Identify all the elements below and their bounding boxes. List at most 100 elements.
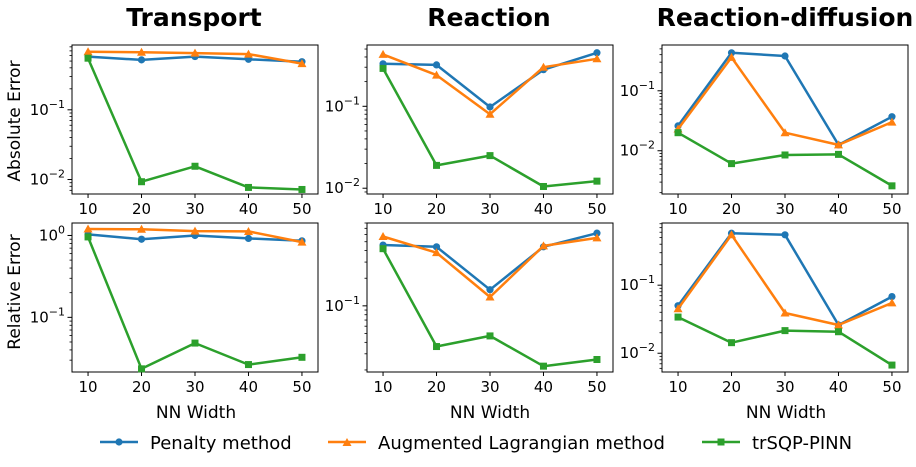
panel-3-y-tick-label: 10−2 [620,139,655,160]
x-axis-label-col-3: NN Width [746,403,826,423]
panel-3-point-trsqp-pinn [674,129,682,137]
panel-1-point-trsqp-pinn [84,54,92,62]
panel-5-line-trsqp-pinn [381,248,598,368]
panel-2-point-trsqp-pinn [379,64,387,72]
panel-3-point-trsqp-pinn [728,160,736,168]
panel-1-point-trsqp-pinn [138,178,146,186]
panel-6-x-tick-label: 10 [668,378,687,396]
panel-6-point-penalty-method [781,231,789,239]
panel-3-point-penalty-method [781,52,789,60]
panel-4-point-augmented-lagrangian [243,226,253,235]
panel-3-x-tick-label: 10 [668,200,687,218]
panel-4-x-tick-label: 40 [239,378,258,396]
panel-4-point-trsqp-pinn [191,339,199,347]
panel-5-point-augmented-lagrangian [432,248,442,257]
panel-1-point-augmented-lagrangian [83,47,93,56]
column-title-reaction-diffusion: Reaction-diffusion [657,3,914,32]
panel-2-x-tick-label: 30 [480,200,499,218]
panel-6-point-augmented-lagrangian [727,230,737,239]
panel-4-point-augmented-lagrangian [83,224,93,233]
panel-6-point-augmented-lagrangian [887,298,897,307]
x-axis-label-col-2: NN Width [450,403,530,423]
panel-5-x-tick-label: 20 [427,378,446,396]
panel-6-point-augmented-lagrangian [673,304,683,313]
panel-2-line-penalty-method [382,51,598,109]
panel-4-point-penalty-method [244,234,253,243]
panel-5-x-tick-label: 50 [587,378,606,396]
panel-1-point-penalty-method [137,56,146,64]
panel-5-point-trsqp-pinn [593,356,601,364]
panel-2-point-penalty-method [486,103,494,111]
panel-1-point-augmented-lagrangian [137,47,147,56]
panel-5-point-augmented-lagrangian [378,232,388,241]
panel-3-x-tick-label: 20 [722,200,741,218]
panel-4-point-augmented-lagrangian [190,226,200,235]
panel-1-x-tick-label: 20 [132,200,151,218]
panel-2-point-augmented-lagrangian [432,70,442,79]
panel-5-point-penalty-method [593,229,601,237]
panel-2: 10 20 30 40 50 10−1 10−2 [325,44,614,218]
panel-2-point-trsqp-pinn [593,177,601,185]
legend: Penalty method Augmented Lagrangian meth… [100,433,852,454]
legend-marker-penalty-method [115,438,123,446]
panel-2-point-trsqp-pinn [486,152,494,160]
panel-2-x-tick-label: 10 [373,200,392,218]
panel-4-point-augmented-lagrangian [297,237,307,246]
panel-4-line-trsqp-pinn [86,236,303,371]
panel-1-point-augmented-lagrangian [243,49,253,58]
panel-1-line-trsqp-pinn [86,57,303,191]
panel-2-y-tick-label: 10−2 [325,176,360,197]
panel-4: 10 20 30 40 50 100 10−1 [30,222,319,396]
panel-2-x-tick-label: 20 [427,200,446,218]
panel-5-point-penalty-method [432,243,441,251]
x-axis-label-col-1: NN Width [156,403,236,423]
panel-6-point-trsqp-pinn [888,361,896,369]
panel-3: 10 20 30 40 50 10−1 10−2 [620,44,909,218]
panel-4-x-tick-label: 30 [185,378,204,396]
panel-2-point-trsqp-pinn [433,161,441,169]
panel-3-point-augmented-lagrangian [780,128,790,137]
panel-4-x-tick-label: 10 [78,378,97,396]
chart-panels: 10 20 30 40 50 10−1 10−2 10 20 30 40 50 10−1 10−2 10 20… [30,44,909,396]
panel-5-x-tick-label: 10 [373,378,392,396]
panel-2-point-augmented-lagrangian [538,62,548,71]
panel-6: 10 20 30 40 50 10−1 10−2 [620,222,909,396]
legend-item-penalty-method: Penalty method [100,433,292,454]
panel-1-y-tick-label: 10−2 [30,168,65,189]
panel-3-point-penalty-method [727,49,736,57]
panel-1-x-tick-label: 40 [239,200,258,218]
row-ylabel-relative-error: Relative Error [5,234,25,349]
panel-3-x-tick-label: 30 [775,200,794,218]
panel-3-point-augmented-lagrangian [833,140,843,149]
panel-3-point-augmented-lagrangian [727,52,737,61]
panel-3-line-trsqp-pinn [677,131,893,187]
panel-5-point-penalty-method [486,286,494,294]
panel-6-y-tick-label: 10−2 [620,341,655,362]
panel-6-x-tick-label: 40 [829,378,848,396]
panel-1-y-tick-label: 10−1 [30,98,65,119]
panel-2-x-tick-label: 50 [587,200,606,218]
panel-3-x-tick-label: 40 [829,200,848,218]
panel-1-x-tick-label: 50 [292,200,311,218]
panel-4-point-trsqp-pinn [244,361,252,369]
panel-2-y-tick-label: 10−1 [325,94,360,115]
panel-1-x-tick-label: 10 [78,200,97,218]
panel-4-point-penalty-method [137,235,146,243]
legend-marker-trsqp-pinn [717,438,725,446]
panel-6-point-trsqp-pinn [834,328,842,336]
column-title-reaction: Reaction [427,3,550,32]
panel-3-x-tick-label: 50 [882,200,901,218]
panel-2-line-trsqp-pinn [381,67,598,188]
panel-3-point-augmented-lagrangian [887,117,897,126]
panel-4-y-tick-label: 10−1 [30,305,65,326]
panel-2-point-augmented-lagrangian [378,49,388,58]
panel-3-point-trsqp-pinn [888,182,896,190]
panel-5-point-augmented-lagrangian [485,292,495,301]
panel-4-y-tick-label: 100 [39,223,65,244]
panel-5-point-trsqp-pinn [539,362,547,370]
panel-5-y-tick-label: 10−1 [325,294,360,315]
panel-6-point-augmented-lagrangian [833,320,843,329]
legend-marker-augmented-lagrangian [342,438,352,446]
panel-2-point-augmented-lagrangian [592,54,602,63]
legend-label-augmented-lagrangian: Augmented Lagrangian method [378,433,665,454]
